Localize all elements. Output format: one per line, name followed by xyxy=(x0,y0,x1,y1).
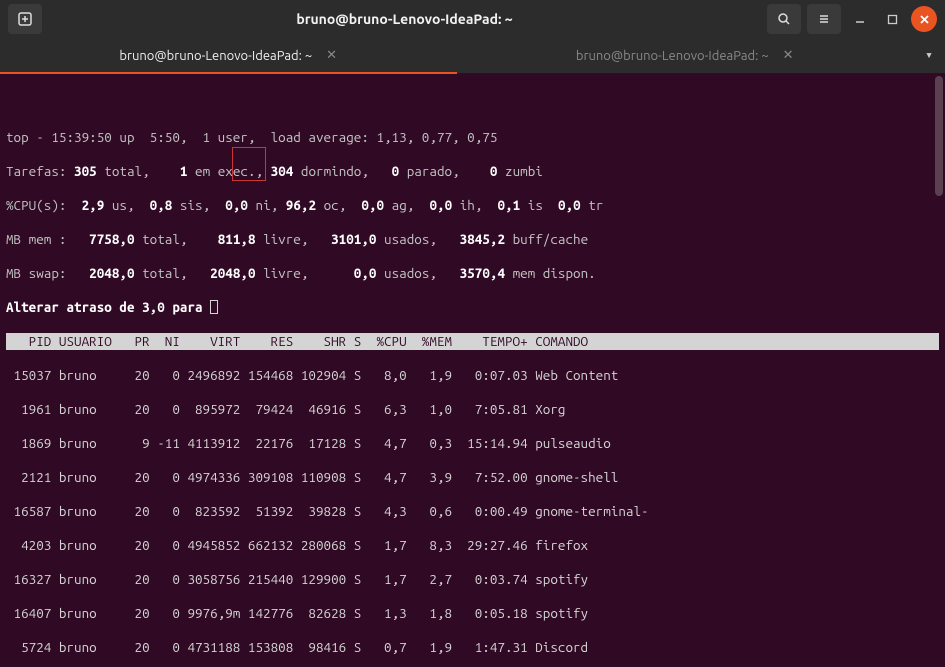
table-row: 4203 bruno 20 0 4945852 662132 280068 S … xyxy=(6,537,939,554)
tabbar: bruno@bruno-Lenovo-IdeaPad: ~ ✕ bruno@br… xyxy=(0,38,945,74)
new-tab-button[interactable] xyxy=(8,4,42,34)
table-row: 1961 bruno 20 0 895972 79424 46916 S 6,3… xyxy=(6,401,939,418)
top-summary-line: top - 15:39:50 up 5:50, 1 user, load ave… xyxy=(6,129,939,146)
process-list: 15037 bruno 20 0 2496892 154468 102904 S… xyxy=(6,367,939,667)
maximize-button[interactable] xyxy=(879,6,905,32)
table-row: 16587 bruno 20 0 823592 51392 39828 S 4,… xyxy=(6,503,939,520)
tab-2[interactable]: bruno@bruno-Lenovo-IdeaPad: ~ ✕ xyxy=(457,38,914,73)
tab-label: bruno@bruno-Lenovo-IdeaPad: ~ xyxy=(576,49,769,63)
titlebar: bruno@bruno-Lenovo-IdeaPad: ~ xyxy=(0,0,945,38)
cursor xyxy=(210,300,218,314)
tab-1[interactable]: bruno@bruno-Lenovo-IdeaPad: ~ ✕ xyxy=(0,38,457,73)
search-button[interactable] xyxy=(767,4,801,34)
close-icon[interactable]: ✕ xyxy=(326,48,337,63)
close-icon[interactable]: ✕ xyxy=(783,48,794,63)
table-row: 16327 bruno 20 0 3058756 215440 129900 S… xyxy=(6,571,939,588)
window-title: bruno@bruno-Lenovo-IdeaPad: ~ xyxy=(48,11,761,27)
menu-button[interactable] xyxy=(807,4,841,34)
table-row: 16407 bruno 20 0 9976,9m 142776 82628 S … xyxy=(6,605,939,622)
close-button[interactable] xyxy=(911,6,937,32)
table-row: 5724 bruno 20 0 4731188 153808 98416 S 0… xyxy=(6,639,939,656)
prompt-text: Alterar atraso de 3,0 para xyxy=(6,299,210,315)
tab-label: bruno@bruno-Lenovo-IdeaPad: ~ xyxy=(119,49,312,63)
minimize-button[interactable] xyxy=(847,6,873,32)
tab-dropdown-button[interactable]: ▾ xyxy=(913,38,945,73)
scrollbar[interactable] xyxy=(935,76,943,196)
table-row: 2121 bruno 20 0 4974336 309108 110908 S … xyxy=(6,469,939,486)
column-headers: PID USUARIO PR NI VIRT RES SHR S %CPU %M… xyxy=(6,333,939,350)
terminal[interactable]: top - 15:39:50 up 5:50, 1 user, load ave… xyxy=(0,74,945,667)
table-row: 1869 bruno 9 -11 4113912 22176 17128 S 4… xyxy=(6,435,939,452)
table-row: 15037 bruno 20 0 2496892 154468 102904 S… xyxy=(6,367,939,384)
